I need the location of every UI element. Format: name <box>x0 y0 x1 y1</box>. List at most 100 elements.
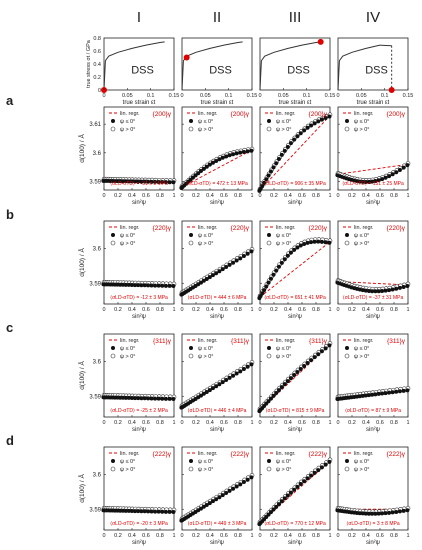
x-tick-label: 0.2 <box>348 193 356 199</box>
x-tick-label: 0 <box>258 193 261 199</box>
x-tick-label: 0.1 <box>147 93 155 99</box>
legend-neg-swatch <box>345 459 349 463</box>
stress-strain-curve <box>379 44 392 47</box>
x-tick-label: 0.2 <box>114 420 122 426</box>
stress-value: ⟨σLD-σTD⟩ = -37 ± 31 MPa <box>343 295 404 301</box>
data-point-neg <box>214 271 219 276</box>
x-tick-label: 0 <box>102 533 105 539</box>
data-point-neg <box>405 284 410 289</box>
x-axis-label: sin²ψ <box>288 540 302 546</box>
data-point-neg <box>380 177 385 182</box>
data-point-neg <box>171 510 176 515</box>
data-point-neg <box>238 369 243 374</box>
legend-neg-swatch <box>345 346 349 350</box>
data-point-neg <box>234 258 239 263</box>
legend-neg-swatch <box>267 346 271 350</box>
data-point-neg <box>214 497 219 502</box>
x-axis-label: sin²ψ <box>132 427 146 433</box>
data-point-neg <box>249 475 254 480</box>
x-tick-label: 0.2 <box>114 533 122 539</box>
x-tick-label: 0.15 <box>247 93 258 99</box>
x-tick-label: 0.6 <box>142 420 150 426</box>
legend-pos-swatch <box>344 126 350 132</box>
stress-value: ⟨σLD-σTD⟩ = -31 ± 3 MPa <box>110 181 168 187</box>
legend-neg-swatch <box>111 459 115 463</box>
data-point-neg <box>394 170 399 175</box>
data-point-neg <box>220 493 225 498</box>
data-point-neg <box>285 144 290 149</box>
data-point-neg <box>279 499 284 504</box>
data-point-neg <box>217 495 222 500</box>
data-point-neg <box>274 391 279 396</box>
data-point-neg <box>292 487 297 492</box>
data-point-neg <box>123 282 128 287</box>
y-axis-label: d(100) / Å <box>77 134 86 163</box>
data-point-neg <box>376 178 381 183</box>
legend-neg-label: ψ ≤ 0° <box>120 119 135 125</box>
legend-neg-swatch <box>345 233 349 237</box>
data-point-neg <box>220 267 225 272</box>
data-point-neg <box>160 396 165 401</box>
data-point-neg <box>149 509 154 514</box>
panel-frame <box>337 333 409 418</box>
data-point-neg <box>387 288 392 293</box>
data-point-neg <box>126 179 131 184</box>
data-point-neg <box>274 504 279 509</box>
data-point-neg <box>204 389 209 394</box>
data-point-neg <box>171 284 176 289</box>
data-point-neg <box>383 391 388 396</box>
x-tick-label: 0.2 <box>270 420 278 426</box>
legend-fit-label: lin. regr. <box>198 225 218 231</box>
legend-pos-swatch <box>344 240 350 246</box>
data-point-neg <box>357 511 362 516</box>
data-point-neg <box>241 367 246 372</box>
legend-pos-label: ψ > 0° <box>354 241 369 247</box>
x-axis-label: sin²ψ <box>132 540 146 546</box>
data-point-neg <box>217 382 222 387</box>
data-point-neg <box>249 148 254 153</box>
data-point-neg <box>380 391 385 396</box>
data-point-neg <box>126 508 131 513</box>
legend-fit-label: lin. regr. <box>354 225 374 231</box>
x-tick-label: 1 <box>172 420 175 426</box>
data-point-neg <box>312 239 317 244</box>
x-tick-label: 0 <box>258 307 261 313</box>
data-point-neg <box>167 180 172 185</box>
x-tick-label: 0.4 <box>206 307 214 313</box>
legend-fit-label: lin. regr. <box>198 111 218 117</box>
data-point-neg <box>249 362 254 367</box>
data-point-neg <box>323 462 328 467</box>
x-tick-label: 0.8 <box>234 420 242 426</box>
data-point-neg <box>163 509 168 514</box>
data-point-neg <box>132 396 137 401</box>
row-label: a <box>6 93 14 108</box>
data-point-neg <box>201 166 206 171</box>
panel-frame <box>259 106 331 191</box>
x-tick-label: 0.6 <box>376 193 384 199</box>
panel-frame <box>259 333 331 418</box>
data-point-neg <box>288 376 293 381</box>
peak-label: {311}γ <box>309 338 328 345</box>
x-tick-label: 0 <box>102 93 105 99</box>
x-tick-label: 0 <box>258 93 261 99</box>
regression-line <box>259 115 331 191</box>
x-axis-label: sin²ψ <box>210 540 224 546</box>
x-tick-label: 0.4 <box>362 193 370 199</box>
panel-frame <box>181 220 253 305</box>
x-tick-label: 0 <box>336 420 339 426</box>
data-point-neg <box>123 179 128 184</box>
data-point-neg <box>360 179 365 184</box>
data-point-neg <box>167 283 172 288</box>
x-tick-label: 0 <box>258 533 261 539</box>
stress-strain-curve <box>181 41 243 91</box>
data-point-neg <box>207 501 212 506</box>
legend-fit-label: lin. regr. <box>354 338 374 344</box>
legend-pos-label: ψ > 0° <box>198 354 213 360</box>
data-point-neg <box>401 388 406 393</box>
data-point-neg <box>153 283 158 288</box>
data-point-neg <box>142 179 147 184</box>
x-tick-label: 1 <box>250 420 253 426</box>
regression-line <box>337 163 409 175</box>
data-point-neg <box>370 289 375 294</box>
stress-value: ⟨σLD-σTD⟩ = 449 ± 3 MPa <box>188 521 247 527</box>
